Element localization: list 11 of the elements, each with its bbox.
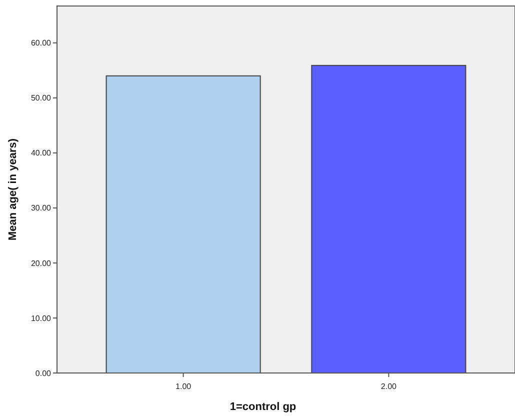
x-tick-label: 1.00 — [176, 382, 192, 391]
x-tick-label: 2.00 — [380, 382, 398, 391]
y-tick-label: 60.00 — [30, 38, 52, 48]
y-tick-label: 20.00 — [30, 258, 52, 268]
y-axis-title: Mean age( in years) — [7, 138, 19, 241]
y-tick-label: 10.00 — [30, 314, 52, 323]
y-tick-label: 0.00 — [35, 368, 52, 378]
x-axis-title: 1=control gp — [230, 401, 296, 413]
y-tick-label: 30.00 — [30, 204, 52, 213]
y-tick-label: 40.00 — [30, 148, 52, 158]
y-tick-label: 50.00 — [30, 94, 52, 103]
